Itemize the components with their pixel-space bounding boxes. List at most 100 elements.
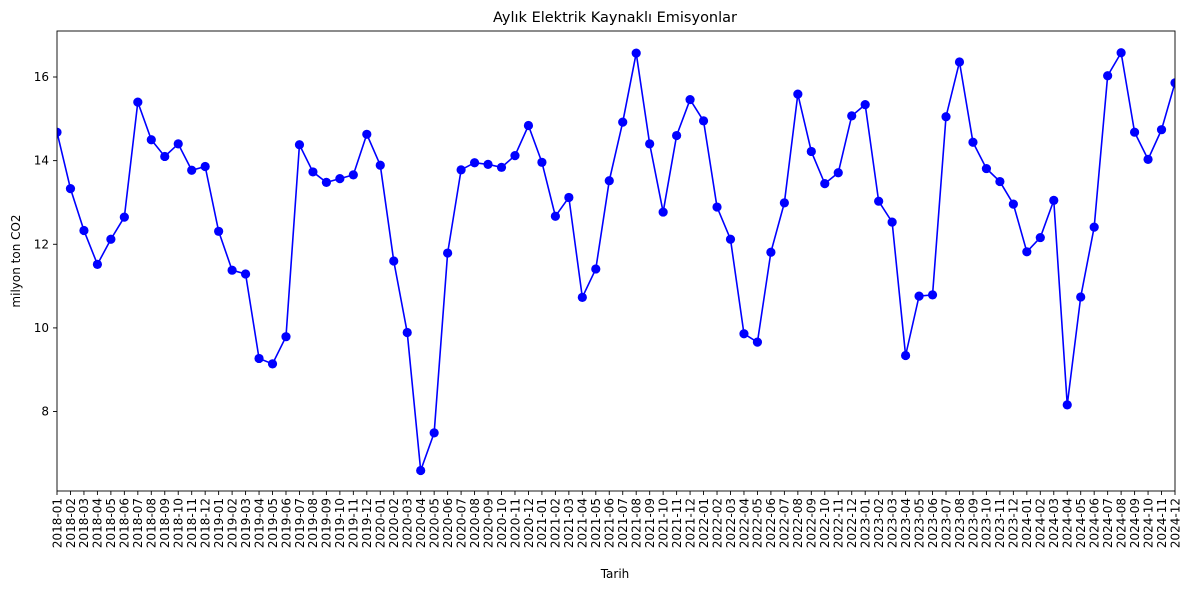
x-tick-label: 2019-04 — [252, 498, 266, 548]
x-tick-label: 2018-06 — [118, 498, 132, 548]
x-tick-label: 2021-10 — [656, 498, 670, 548]
data-point — [752, 337, 763, 347]
x-tick-label: 2023-01 — [858, 498, 872, 548]
data-point — [227, 265, 237, 275]
data-point — [362, 129, 372, 139]
data-point — [685, 94, 695, 105]
x-tick-label: 2019-06 — [279, 498, 293, 548]
data-point — [1076, 292, 1086, 302]
data-point — [847, 111, 857, 121]
x-tick-label: 2021-03 — [562, 498, 576, 548]
x-tick-label: 2023-03 — [885, 498, 899, 548]
data-point — [375, 160, 385, 170]
data-point — [308, 167, 318, 177]
plot-frame — [56, 30, 1176, 492]
x-tick-label: 2019-12 — [360, 498, 374, 548]
x-tick-label: 2024-08 — [1114, 498, 1128, 548]
data-point — [389, 256, 399, 266]
x-tick-label: 2022-10 — [818, 498, 832, 548]
data-point — [173, 139, 183, 149]
data-point — [806, 146, 816, 157]
data-point — [1022, 247, 1032, 257]
x-tick-label: 2019-05 — [266, 498, 280, 548]
data-point — [523, 120, 534, 131]
data-point — [402, 327, 412, 338]
data-point — [429, 428, 439, 438]
x-tick-label: 2018-05 — [104, 498, 118, 548]
x-tick-label: 2024-04 — [1061, 498, 1075, 548]
x-tick-label: 2018-09 — [158, 498, 172, 548]
data-point — [65, 184, 76, 194]
x-tick-label: 2024-05 — [1074, 498, 1088, 548]
x-tick-label: 2020-04 — [414, 498, 428, 548]
x-tick-label: 2023-11 — [993, 498, 1007, 548]
data-point — [294, 140, 305, 150]
data-point — [1035, 232, 1045, 243]
y-tick-label: 12 — [34, 237, 49, 251]
x-tick-label: 2024-12 — [1168, 498, 1182, 548]
x-tick-label: 2020-03 — [401, 498, 415, 548]
x-tick-label: 2020-08 — [468, 498, 482, 548]
data-point — [119, 212, 129, 222]
x-tick-label: 2020-02 — [387, 498, 401, 548]
data-point — [267, 359, 278, 369]
x-tick-label: 2023-08 — [953, 498, 967, 548]
y-axis-title: milyon ton CO2 — [9, 214, 23, 307]
data-point — [496, 162, 507, 172]
data-point — [254, 353, 264, 364]
x-tick-label: 2023-10 — [980, 498, 994, 548]
x-tick-label: 2022-05 — [751, 498, 765, 548]
series-line — [57, 50, 1175, 471]
x-tick-label: 2024-07 — [1101, 498, 1115, 548]
x-tick-label: 2019-10 — [333, 498, 347, 548]
data-point — [698, 116, 709, 126]
data-point — [187, 165, 197, 175]
data-point — [874, 196, 884, 206]
data-point — [240, 269, 251, 279]
data-point — [927, 290, 938, 300]
data-point — [321, 177, 331, 187]
data-point — [57, 127, 62, 137]
data-point — [106, 234, 116, 244]
data-point — [995, 176, 1005, 187]
data-point — [887, 217, 897, 227]
data-point — [79, 225, 89, 236]
x-tick-label: 2023-09 — [966, 498, 980, 548]
data-point — [672, 130, 682, 141]
x-tick-label: 2024-01 — [1020, 498, 1034, 548]
y-tick-label: 10 — [34, 321, 49, 335]
x-tick-label: 2020-07 — [454, 498, 468, 548]
data-point — [658, 207, 668, 217]
data-point — [214, 226, 224, 236]
x-tick-label: 2019-08 — [306, 498, 320, 548]
data-point — [200, 161, 210, 172]
data-point — [443, 248, 453, 258]
x-tick-label: 2022-12 — [845, 498, 859, 548]
x-tick-label: 2024-10 — [1141, 498, 1155, 548]
data-point — [160, 151, 170, 162]
x-tick-label: 2020-05 — [427, 498, 441, 548]
data-point — [631, 48, 641, 58]
x-tick-label: 2023-02 — [872, 498, 886, 548]
x-tick-label: 2021-11 — [670, 498, 684, 548]
data-point — [133, 97, 143, 107]
data-point — [739, 329, 749, 339]
x-tick-label: 2021-05 — [589, 498, 603, 548]
data-point — [1089, 222, 1099, 232]
x-tick-label: 2019-02 — [225, 498, 239, 548]
x-tick-label: 2023-12 — [1007, 498, 1021, 548]
x-tick-label: 2024-09 — [1128, 498, 1142, 548]
x-tick-label: 2021-07 — [616, 498, 630, 548]
x-tick-label: 2018-07 — [131, 498, 145, 548]
x-tick-label: 2020-12 — [522, 498, 536, 548]
data-point — [820, 179, 830, 189]
x-tick-label: 2024-06 — [1087, 498, 1101, 548]
x-tick-label: 2018-01 — [50, 498, 64, 548]
data-point — [941, 112, 951, 122]
x-tick-label: 2018-04 — [91, 498, 105, 548]
x-tick-label: 2019-11 — [347, 498, 361, 548]
x-tick-label: 2020-10 — [495, 498, 509, 548]
x-tick-label: 2021-08 — [630, 498, 644, 548]
data-point — [456, 165, 466, 175]
